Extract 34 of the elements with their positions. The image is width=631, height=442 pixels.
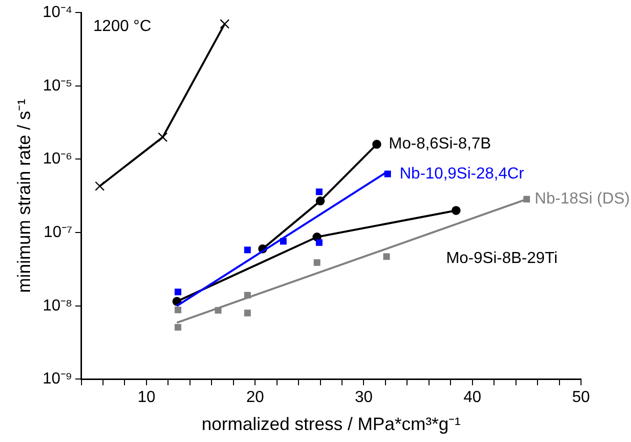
y-tick-label: 10⁻⁴ <box>42 4 72 22</box>
x-tick-label: 30 <box>354 389 373 406</box>
point <box>94 181 105 191</box>
point <box>372 140 382 149</box>
point <box>244 246 251 254</box>
x-tick-label: 40 <box>463 389 482 406</box>
y-tick-label: 10⁻⁶ <box>42 150 72 168</box>
text: Mo-9Si-8B-29Ti <box>446 250 558 267</box>
point <box>174 288 182 296</box>
point <box>383 253 390 260</box>
point <box>174 306 182 314</box>
point <box>316 196 325 206</box>
point <box>314 259 320 266</box>
y-tick-label: 10⁻⁵ <box>42 77 72 94</box>
series-label: Nb-18Si (DS) <box>534 190 630 208</box>
point <box>244 310 251 316</box>
y-tick-label: 10⁻⁸ <box>42 297 72 314</box>
x-axis-title: normalized stress / MPa*cm³*g⁻¹ <box>202 414 461 434</box>
point <box>312 232 322 242</box>
annotation: 1200 °C <box>93 18 152 36</box>
x-tick-label: 10 <box>138 389 156 406</box>
x-tick-label: 50 <box>572 389 590 406</box>
point <box>220 19 230 29</box>
y-tick-label: 10⁻⁷ <box>44 224 72 241</box>
series-label: Mo-8,6Si-8,7B <box>388 136 492 153</box>
point <box>452 206 461 215</box>
point <box>316 239 323 246</box>
point <box>158 132 168 142</box>
point <box>316 188 323 196</box>
series-label: Nb-10,9Si-28,4Cr <box>400 165 525 182</box>
y-tick-label: 10⁻⁹ <box>42 370 72 388</box>
point <box>174 324 182 331</box>
y-axis-title: minimum strain rate / s⁻¹ <box>14 98 34 293</box>
x-tick-label: 20 <box>246 389 264 406</box>
